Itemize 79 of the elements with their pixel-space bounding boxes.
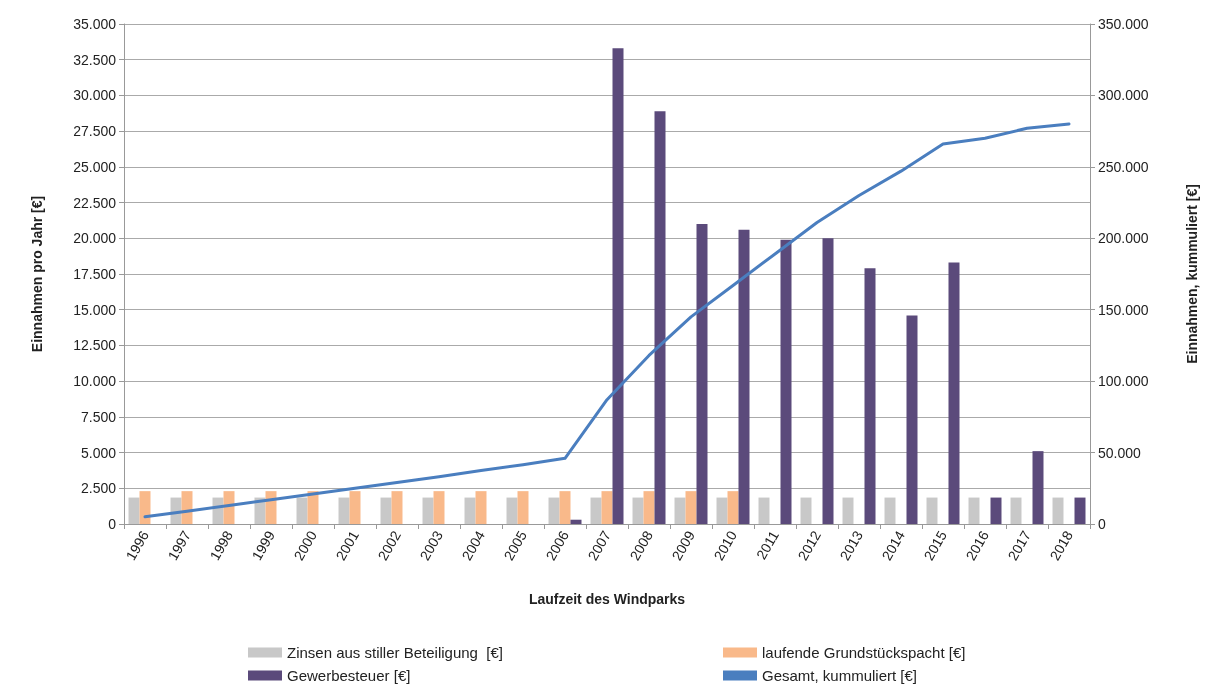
bar bbox=[884, 497, 896, 524]
bar bbox=[380, 497, 392, 524]
bar bbox=[864, 268, 876, 524]
bar bbox=[506, 497, 518, 524]
y-tick-label: 12.500 bbox=[73, 337, 117, 354]
bar bbox=[674, 497, 686, 524]
bar bbox=[780, 239, 792, 524]
bar bbox=[296, 497, 308, 524]
bar bbox=[422, 497, 434, 524]
bar bbox=[926, 497, 938, 524]
bar bbox=[906, 315, 918, 524]
bar bbox=[643, 491, 655, 524]
y-tick-label: 25.000 bbox=[73, 158, 117, 175]
y2-tick-label: 100.000 bbox=[1098, 373, 1149, 390]
bar bbox=[601, 491, 613, 524]
bar bbox=[517, 491, 529, 524]
bar bbox=[727, 491, 739, 524]
y-tick-label: 15.000 bbox=[73, 301, 117, 318]
y-tick-label: 35.000 bbox=[73, 16, 117, 32]
bar bbox=[464, 497, 476, 524]
y2-tick-label: 250.000 bbox=[1098, 158, 1149, 175]
y-tick-label: 7.500 bbox=[80, 408, 117, 425]
y2-tick-label: 300.000 bbox=[1098, 87, 1149, 104]
bar bbox=[1074, 497, 1086, 524]
y-tick-label: 10.000 bbox=[73, 373, 117, 390]
bar bbox=[1010, 497, 1022, 524]
bar bbox=[307, 491, 319, 524]
bar bbox=[612, 48, 624, 524]
x-axis-title: Laufzeit des Windparks bbox=[528, 591, 686, 607]
bar bbox=[738, 229, 750, 524]
bar bbox=[433, 491, 445, 524]
bar bbox=[181, 491, 193, 524]
bar bbox=[548, 497, 560, 524]
bar bbox=[990, 497, 1002, 524]
bar bbox=[1032, 451, 1044, 524]
y2-tick-label: 200.000 bbox=[1098, 230, 1149, 247]
legend-label: Zinsen aus stiller Beteiligung [€] bbox=[287, 644, 503, 661]
bar bbox=[223, 491, 235, 524]
y2-tick-label: 350.000 bbox=[1098, 16, 1149, 32]
bar bbox=[758, 497, 770, 524]
y2-axis-title: Einnahmen, kummuliert [€] bbox=[1184, 184, 1200, 364]
bar bbox=[570, 519, 582, 524]
y-tick-label: 27.500 bbox=[73, 123, 117, 140]
y2-tick-label: 150.000 bbox=[1098, 301, 1149, 318]
bar bbox=[559, 491, 571, 524]
y2-tick-label: 50.000 bbox=[1098, 444, 1142, 461]
y-axis-title: Einnahmen pro Jahr [€] bbox=[29, 195, 45, 353]
bar bbox=[139, 491, 151, 524]
y-tick-label: 30.000 bbox=[73, 87, 117, 104]
bar bbox=[654, 111, 666, 524]
y-tick-label: 32.500 bbox=[73, 51, 117, 68]
bar bbox=[590, 497, 602, 524]
bar bbox=[128, 497, 140, 524]
y-tick-label: 22.500 bbox=[73, 194, 117, 211]
bar bbox=[800, 497, 812, 524]
legend-label: Gesamt, kummuliert [€] bbox=[762, 667, 918, 684]
y-tick-label: 5.000 bbox=[80, 444, 117, 461]
y-tick-label: 20.000 bbox=[73, 230, 117, 247]
bar bbox=[349, 491, 361, 524]
bar bbox=[265, 491, 277, 524]
bar bbox=[842, 497, 854, 524]
bar bbox=[716, 497, 728, 524]
bar bbox=[1052, 497, 1064, 524]
bar bbox=[696, 224, 708, 524]
bar bbox=[822, 238, 834, 524]
bar bbox=[632, 497, 644, 524]
legend-label: laufende Grundstückspacht [€] bbox=[762, 644, 966, 661]
y-tick-label: 17.500 bbox=[73, 266, 117, 282]
bar bbox=[391, 491, 403, 524]
y2-tick-label: 0 bbox=[1098, 516, 1106, 532]
y-tick-label: 0 bbox=[108, 516, 117, 532]
bar bbox=[948, 262, 960, 524]
bar bbox=[338, 497, 350, 524]
y-tick-label: 2.500 bbox=[80, 480, 117, 497]
bar bbox=[968, 497, 980, 524]
bar bbox=[475, 491, 487, 524]
bar bbox=[685, 491, 697, 524]
line-series bbox=[143, 122, 1071, 519]
legend-label: Gewerbesteuer [€] bbox=[287, 667, 411, 684]
